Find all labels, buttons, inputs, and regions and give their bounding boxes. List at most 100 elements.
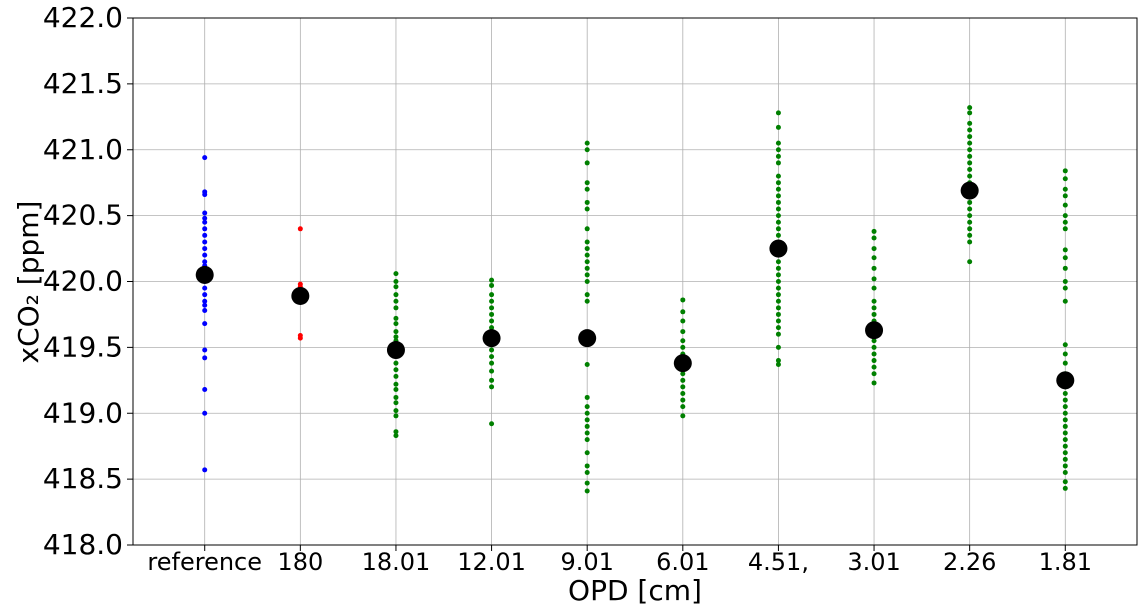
point bbox=[1062, 450, 1068, 456]
y-tick-label: 420.0 bbox=[43, 265, 123, 298]
point bbox=[1062, 265, 1068, 271]
point bbox=[584, 437, 590, 443]
point bbox=[1062, 213, 1068, 219]
point bbox=[297, 335, 303, 341]
point bbox=[202, 467, 208, 473]
point bbox=[1062, 202, 1068, 208]
point bbox=[393, 394, 399, 400]
point bbox=[584, 206, 590, 212]
x-axis-label: OPD [cm] bbox=[568, 574, 702, 607]
y-tick-label: 421.5 bbox=[43, 67, 123, 100]
point bbox=[871, 358, 877, 364]
point bbox=[871, 338, 877, 344]
point bbox=[1062, 397, 1068, 403]
point bbox=[297, 226, 303, 232]
point bbox=[871, 228, 877, 234]
point bbox=[775, 199, 781, 205]
point bbox=[202, 155, 208, 161]
point bbox=[775, 331, 781, 337]
point bbox=[871, 285, 877, 291]
point bbox=[393, 360, 399, 366]
y-tick-label: 420.5 bbox=[43, 199, 123, 232]
point bbox=[393, 271, 399, 277]
point bbox=[1062, 390, 1068, 396]
point bbox=[584, 423, 590, 429]
point bbox=[967, 167, 973, 173]
point bbox=[775, 285, 781, 291]
point bbox=[1062, 479, 1068, 485]
point bbox=[1062, 410, 1068, 416]
point bbox=[1062, 168, 1068, 174]
point bbox=[871, 380, 877, 386]
point bbox=[584, 246, 590, 252]
point bbox=[489, 368, 495, 374]
y-tick-label: 418.5 bbox=[43, 462, 123, 495]
y-tick-label: 422.0 bbox=[43, 1, 123, 34]
point bbox=[584, 298, 590, 304]
point bbox=[775, 362, 781, 368]
y-tick-label: 419.5 bbox=[43, 330, 123, 363]
point bbox=[584, 362, 590, 368]
point bbox=[967, 110, 973, 116]
point bbox=[489, 282, 495, 288]
point bbox=[393, 433, 399, 439]
point bbox=[489, 292, 495, 298]
point bbox=[1062, 430, 1068, 436]
point bbox=[1062, 255, 1068, 261]
point bbox=[680, 371, 686, 377]
mean-marker bbox=[482, 329, 501, 348]
point bbox=[775, 311, 781, 317]
point bbox=[584, 470, 590, 476]
point bbox=[584, 239, 590, 245]
point bbox=[871, 351, 877, 357]
point bbox=[967, 199, 973, 205]
point bbox=[871, 276, 877, 282]
point bbox=[775, 358, 781, 364]
point bbox=[1062, 219, 1068, 225]
point bbox=[1062, 470, 1068, 476]
point bbox=[393, 413, 399, 419]
point bbox=[1062, 404, 1068, 410]
y-tick-label: 418.0 bbox=[43, 528, 123, 561]
point bbox=[967, 206, 973, 212]
point bbox=[967, 160, 973, 166]
point bbox=[1062, 342, 1068, 348]
point bbox=[393, 279, 399, 284]
point bbox=[393, 321, 399, 327]
point bbox=[489, 298, 495, 304]
point bbox=[584, 279, 590, 284]
point bbox=[202, 302, 208, 308]
point bbox=[202, 232, 208, 238]
point bbox=[202, 239, 208, 245]
point bbox=[1062, 443, 1068, 449]
point bbox=[967, 127, 973, 133]
point bbox=[202, 410, 208, 416]
point bbox=[775, 186, 781, 192]
point bbox=[1062, 485, 1068, 491]
point bbox=[680, 297, 686, 303]
x-tick-label: 4.51, bbox=[748, 548, 809, 576]
point bbox=[775, 140, 781, 146]
point bbox=[680, 404, 686, 410]
point bbox=[680, 377, 686, 383]
point bbox=[584, 480, 590, 486]
point bbox=[489, 311, 495, 317]
point bbox=[393, 315, 399, 321]
point bbox=[967, 134, 973, 140]
point bbox=[775, 279, 781, 284]
point bbox=[393, 367, 399, 373]
point bbox=[871, 298, 877, 304]
plot-frame bbox=[132, 17, 1138, 546]
mean-marker bbox=[195, 265, 214, 284]
x-tick-label: 1.81 bbox=[1039, 548, 1092, 576]
point bbox=[1062, 456, 1068, 462]
point bbox=[871, 235, 877, 241]
point bbox=[871, 305, 877, 311]
point bbox=[967, 153, 973, 159]
point bbox=[871, 246, 877, 252]
point bbox=[1062, 285, 1068, 291]
point bbox=[393, 334, 399, 340]
point bbox=[202, 355, 208, 361]
point bbox=[967, 173, 973, 179]
